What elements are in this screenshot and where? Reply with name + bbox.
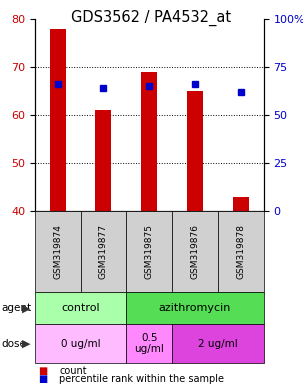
Text: dose: dose xyxy=(2,339,26,349)
Bar xyxy=(233,197,249,211)
Bar xyxy=(35,211,81,292)
Text: 0 ug/ml: 0 ug/ml xyxy=(61,339,100,349)
Text: percentile rank within the sample: percentile rank within the sample xyxy=(59,374,224,384)
Text: GSM319878: GSM319878 xyxy=(236,224,245,279)
Bar xyxy=(172,324,264,363)
Text: GSM319876: GSM319876 xyxy=(191,224,199,279)
Bar xyxy=(95,111,112,211)
Text: GSM319877: GSM319877 xyxy=(99,224,108,279)
Text: GSM319874: GSM319874 xyxy=(53,224,62,279)
Text: 0.5
ug/ml: 0.5 ug/ml xyxy=(134,333,164,354)
Bar xyxy=(126,292,264,324)
Bar xyxy=(218,211,264,292)
Text: agent: agent xyxy=(2,303,32,313)
Text: ▶: ▶ xyxy=(22,339,30,349)
Bar xyxy=(126,211,172,292)
Bar xyxy=(187,91,203,211)
Text: 2 ug/ml: 2 ug/ml xyxy=(198,339,238,349)
Text: GSM319875: GSM319875 xyxy=(145,224,154,279)
Bar xyxy=(172,211,218,292)
Text: ■: ■ xyxy=(38,366,47,376)
Bar xyxy=(141,72,157,211)
Text: ▶: ▶ xyxy=(22,303,30,313)
Bar xyxy=(35,324,126,363)
Text: azithromycin: azithromycin xyxy=(159,303,231,313)
Bar xyxy=(50,29,66,211)
Text: control: control xyxy=(61,303,100,313)
Bar xyxy=(35,292,126,324)
Text: count: count xyxy=(59,366,87,376)
Bar xyxy=(81,211,126,292)
Text: ■: ■ xyxy=(38,374,47,384)
Bar xyxy=(126,324,172,363)
Text: GDS3562 / PA4532_at: GDS3562 / PA4532_at xyxy=(72,10,231,26)
